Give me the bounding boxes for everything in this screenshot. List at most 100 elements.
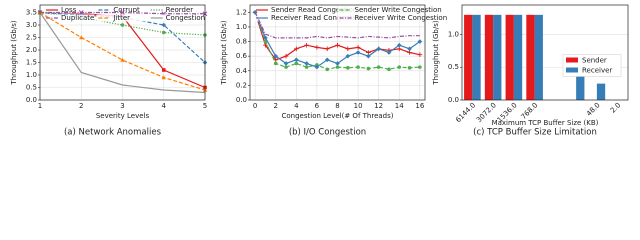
- x-tick-label: 2.0: [609, 101, 623, 115]
- legend-label: Congestion: [166, 14, 205, 22]
- marker: [396, 42, 402, 48]
- marker: [376, 46, 381, 52]
- y-tick-label: 1.5: [26, 59, 37, 67]
- marker: [304, 61, 309, 66]
- series-line: [254, 12, 420, 39]
- x-tick-label: 6144.0: [454, 101, 477, 124]
- legend-label: Receiver Read Congestion: [271, 14, 363, 22]
- series-line: [39, 11, 206, 63]
- y-axis-label: Throughput (Gb/s): [432, 20, 440, 85]
- marker: [417, 52, 423, 57]
- legend-swatch: [566, 57, 578, 63]
- legend-label: Corrupt: [113, 6, 140, 14]
- legend-bg: [148, 14, 199, 22]
- plot-frame: [249, 4, 426, 101]
- legend-bg: [96, 14, 147, 22]
- marker: [120, 57, 125, 62]
- x-tick-label: 8: [335, 102, 339, 110]
- marker: [324, 57, 330, 63]
- y-tick-label: 3.0: [26, 21, 37, 29]
- marker: [345, 66, 350, 70]
- marker: [407, 46, 412, 52]
- marker: [263, 35, 268, 41]
- y-tick-label: 1.0: [236, 23, 247, 31]
- y-tick-label: 1.2: [236, 8, 247, 16]
- marker: [335, 42, 340, 48]
- marker: [314, 64, 320, 70]
- marker: [418, 65, 422, 69]
- plot-frame: [39, 4, 206, 101]
- marker: [120, 10, 125, 15]
- marker: [273, 61, 278, 66]
- marker: [417, 39, 423, 44]
- legend-label: Receiver: [582, 67, 612, 75]
- y-tick-label: 0.8: [236, 38, 247, 46]
- y-tick-label: 0.0: [236, 96, 247, 104]
- y-tick-label: 0.4: [236, 67, 248, 75]
- marker: [294, 57, 299, 63]
- marker: [366, 53, 371, 59]
- marker: [314, 45, 320, 50]
- legend-label: Sender Read Congestion: [271, 6, 357, 14]
- x-tick-label: 16: [415, 102, 424, 110]
- marker: [376, 65, 381, 69]
- marker: [263, 42, 268, 48]
- marker: [355, 50, 361, 55]
- marker: [355, 45, 361, 50]
- x-axis-label: Maximum TCP Buffer Size (KB): [492, 119, 599, 127]
- y-axis-label: Throughput (Gb/s): [10, 20, 18, 85]
- marker: [79, 35, 84, 40]
- marker: [345, 53, 351, 59]
- legend-label: Duplicate: [61, 14, 94, 22]
- legend-label: Sender Write Congestion: [355, 6, 442, 14]
- x-tick-label: 6: [315, 102, 320, 110]
- plot-frame: [461, 4, 629, 101]
- marker: [161, 30, 166, 35]
- bar: [596, 83, 606, 100]
- x-tick-label: 12: [374, 102, 383, 110]
- x-axis-label: Congestion Level(# Of Threads): [282, 112, 394, 120]
- y-tick-label: 0.0: [26, 96, 37, 104]
- legend-label: Sender: [582, 57, 607, 65]
- marker: [161, 75, 166, 80]
- legend-swatch: [566, 67, 578, 73]
- x-axis-label: Severity Levels: [96, 112, 150, 120]
- marker: [294, 61, 299, 66]
- marker: [78, 10, 84, 15]
- x-tick-label: 5: [203, 102, 207, 110]
- marker: [120, 23, 125, 27]
- x-tick-label: 0: [253, 102, 257, 110]
- marker: [283, 61, 289, 66]
- marker: [386, 50, 392, 55]
- caption: (c) TCP Buffer Size Limitation: [473, 128, 597, 138]
- y-tick-label: 1.0: [26, 71, 37, 79]
- figure: 0.0 0.5 1.0 1.5 2.0 2.5 3.0 3.5 Throughput (Gb/s…: [10, 4, 629, 138]
- x-tick-label: 1: [38, 102, 42, 110]
- marker: [345, 46, 351, 52]
- marker: [273, 53, 279, 59]
- marker: [304, 42, 309, 48]
- bar: [464, 14, 473, 101]
- legend-label: Jitter: [112, 14, 130, 22]
- marker: [325, 67, 330, 72]
- caption: (a) Network Anomalies: [64, 128, 162, 138]
- marker: [407, 66, 412, 70]
- x-tick-label: 3: [120, 102, 124, 110]
- y-axis-label: Throughput (Gb/s): [220, 20, 228, 85]
- bar: [493, 14, 502, 101]
- y-tick-label: 1.0: [448, 30, 459, 38]
- y-tick-label: 0.5: [26, 84, 37, 92]
- bar: [472, 14, 481, 101]
- y-tick-label: 2.5: [26, 34, 37, 42]
- caption: (b) I/O Congestion: [289, 128, 366, 138]
- x-tick-label: 2: [274, 102, 278, 110]
- marker: [161, 68, 166, 72]
- x-tick-label: 14: [395, 102, 404, 110]
- y-tick-label: 0.6: [236, 52, 248, 60]
- series-line: [39, 12, 206, 94]
- marker: [294, 46, 299, 52]
- bar: [513, 14, 523, 101]
- legend-label: Reorder: [166, 6, 194, 14]
- marker: [356, 65, 360, 69]
- legend-bg: [44, 6, 95, 14]
